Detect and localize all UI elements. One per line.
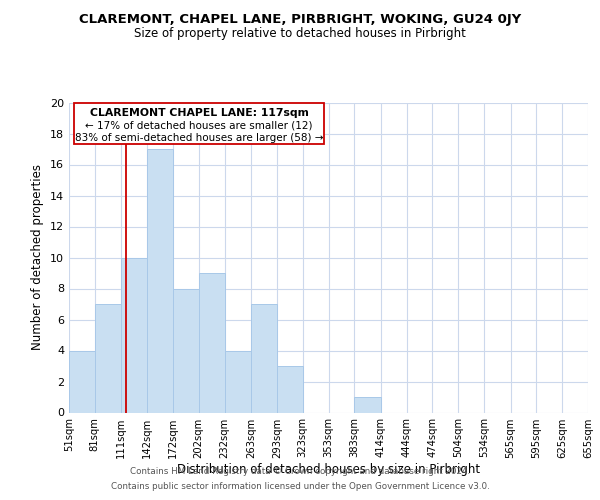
Text: CLAREMONT CHAPEL LANE: 117sqm: CLAREMONT CHAPEL LANE: 117sqm: [90, 108, 308, 118]
Text: Contains HM Land Registry data © Crown copyright and database right 2024.: Contains HM Land Registry data © Crown c…: [130, 467, 470, 476]
Bar: [277, 366, 303, 412]
Text: 83% of semi-detached houses are larger (58) →: 83% of semi-detached houses are larger (…: [75, 132, 323, 142]
Bar: [224, 350, 251, 412]
Bar: [354, 397, 381, 412]
Text: Contains public sector information licensed under the Open Government Licence v3: Contains public sector information licen…: [110, 482, 490, 491]
X-axis label: Distribution of detached houses by size in Pirbright: Distribution of detached houses by size …: [177, 464, 480, 476]
FancyBboxPatch shape: [74, 102, 324, 144]
Bar: [147, 149, 173, 412]
Text: Size of property relative to detached houses in Pirbright: Size of property relative to detached ho…: [134, 28, 466, 40]
Bar: [121, 258, 147, 412]
Bar: [251, 304, 277, 412]
Bar: [199, 273, 224, 412]
Text: CLAREMONT, CHAPEL LANE, PIRBRIGHT, WOKING, GU24 0JY: CLAREMONT, CHAPEL LANE, PIRBRIGHT, WOKIN…: [79, 12, 521, 26]
Bar: [69, 350, 95, 412]
Bar: [95, 304, 121, 412]
Y-axis label: Number of detached properties: Number of detached properties: [31, 164, 44, 350]
Text: ← 17% of detached houses are smaller (12): ← 17% of detached houses are smaller (12…: [85, 120, 313, 130]
Bar: [173, 288, 199, 412]
